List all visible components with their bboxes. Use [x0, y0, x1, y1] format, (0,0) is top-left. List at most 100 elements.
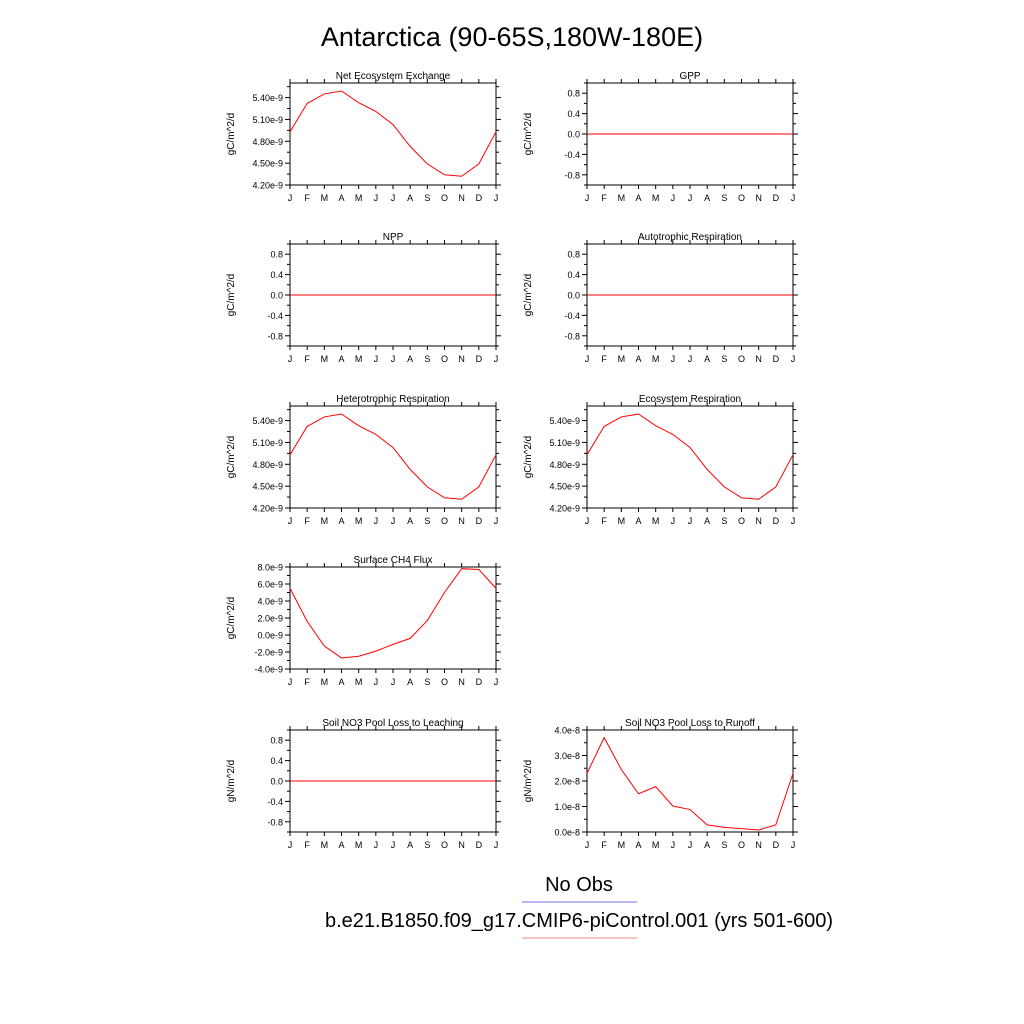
y-tick-label: 4.80e-9: [252, 137, 283, 147]
y-tick-label: 4.50e-9: [549, 482, 580, 492]
x-tick-label: J: [391, 677, 396, 687]
x-tick-label: N: [755, 516, 762, 526]
plot-frame: [289, 405, 497, 509]
x-tick-label: J: [671, 516, 676, 526]
y-tick-label: 5.40e-9: [549, 416, 580, 426]
x-tick-label: S: [424, 354, 430, 364]
panel-title: Net Ecosystem Exchange: [336, 71, 451, 82]
y-tick-label: -0.8: [267, 817, 283, 827]
x-tick-label: M: [618, 840, 626, 850]
y-tick-label: 0.4: [270, 756, 283, 766]
x-tick-label: N: [458, 516, 465, 526]
y-tick-label: 1.0e-8: [554, 802, 580, 812]
y-tick-label: 4.0e-9: [257, 597, 283, 607]
y-axis-label: gN/m^2/d: [226, 760, 237, 803]
x-tick-label: F: [601, 516, 607, 526]
x-tick-label: O: [441, 840, 448, 850]
x-tick-label: N: [458, 354, 465, 364]
panel-title: NPP: [383, 232, 404, 243]
x-tick-label: J: [791, 193, 796, 203]
x-tick-label: F: [601, 193, 607, 203]
y-tick-label: -2.0e-9: [254, 648, 283, 658]
y-tick-label: -0.8: [267, 331, 283, 341]
y-tick-label: 4.80e-9: [549, 460, 580, 470]
x-tick-label: O: [738, 840, 745, 850]
x-tick-label: S: [424, 677, 430, 687]
x-tick-label: M: [321, 354, 329, 364]
legend-model-label: b.e21.B1850.f09_g17.CMIP6-piControl.001 …: [325, 910, 833, 932]
x-tick-label: J: [374, 840, 379, 850]
x-tick-label: D: [773, 840, 780, 850]
x-tick-label: J: [791, 516, 796, 526]
x-tick-label: N: [755, 840, 762, 850]
x-tick-label: J: [374, 516, 379, 526]
x-tick-label: D: [773, 354, 780, 364]
x-tick-label: F: [304, 677, 310, 687]
x-tick-label: A: [407, 354, 413, 364]
x-tick-label: A: [407, 677, 413, 687]
plot-frame: [586, 405, 794, 509]
x-tick-label: A: [635, 193, 641, 203]
x-tick-label: J: [688, 840, 693, 850]
y-tick-label: 0.8: [270, 250, 283, 260]
x-tick-label: M: [618, 516, 626, 526]
x-tick-label: M: [321, 516, 329, 526]
x-tick-label: J: [688, 193, 693, 203]
y-tick-label: 0.8: [567, 250, 580, 260]
y-tick-label: 5.10e-9: [549, 438, 580, 448]
x-tick-label: O: [441, 193, 448, 203]
y-tick-label: 2.0e-8: [554, 777, 580, 787]
x-tick-label: D: [773, 516, 780, 526]
x-tick-label: A: [338, 840, 344, 850]
x-tick-label: J: [391, 840, 396, 850]
panel-soil-no3-pool-loss-to-leaching: Soil NO3 Pool Loss to Leaching gN/m^2/d J F…: [226, 718, 501, 850]
x-tick-label: J: [288, 193, 293, 203]
x-tick-label: M: [652, 193, 660, 203]
x-tick-label: J: [288, 354, 293, 364]
y-tick-label: -0.8: [564, 331, 580, 341]
x-tick-label: J: [494, 193, 499, 203]
y-tick-label: 4.80e-9: [252, 460, 283, 470]
x-tick-label: J: [688, 354, 693, 364]
y-axis-label: gC/m^2/d: [226, 274, 237, 317]
x-tick-label: A: [704, 840, 710, 850]
x-tick-label: J: [671, 193, 676, 203]
x-tick-label: F: [601, 840, 607, 850]
x-tick-label: O: [738, 193, 745, 203]
x-tick-label: M: [355, 516, 363, 526]
x-tick-label: N: [755, 193, 762, 203]
x-tick-label: O: [441, 677, 448, 687]
x-tick-label: S: [424, 193, 430, 203]
x-tick-label: J: [585, 840, 590, 850]
x-tick-label: O: [441, 354, 448, 364]
x-tick-label: M: [355, 354, 363, 364]
panel-title: Heterotrophic Respiration: [336, 394, 449, 405]
x-tick-label: J: [494, 516, 499, 526]
x-tick-label: J: [374, 193, 379, 203]
y-tick-label: 0.0e-8: [554, 828, 580, 838]
y-tick-label: 5.40e-9: [252, 416, 283, 426]
x-tick-label: F: [304, 840, 310, 850]
x-tick-label: M: [355, 840, 363, 850]
y-axis-label: gC/m^2/d: [226, 436, 237, 479]
x-tick-label: A: [704, 193, 710, 203]
legend: No Obs b.e21.B1850.f09_g17.CMIP6-piContr…: [325, 874, 833, 939]
x-tick-label: F: [304, 516, 310, 526]
y-tick-label: 0.4: [270, 270, 283, 280]
x-tick-label: D: [476, 193, 483, 203]
panel-title: Soil NO3 Pool Loss to Leaching: [322, 718, 463, 729]
panel-title: Surface CH4 Flux: [354, 555, 433, 566]
y-tick-label: -0.4: [267, 311, 283, 321]
x-tick-label: A: [338, 354, 344, 364]
legend-obs-label: No Obs: [545, 874, 613, 896]
x-tick-label: J: [391, 516, 396, 526]
x-tick-label: J: [791, 840, 796, 850]
y-tick-label: -4.0e-9: [254, 665, 283, 675]
